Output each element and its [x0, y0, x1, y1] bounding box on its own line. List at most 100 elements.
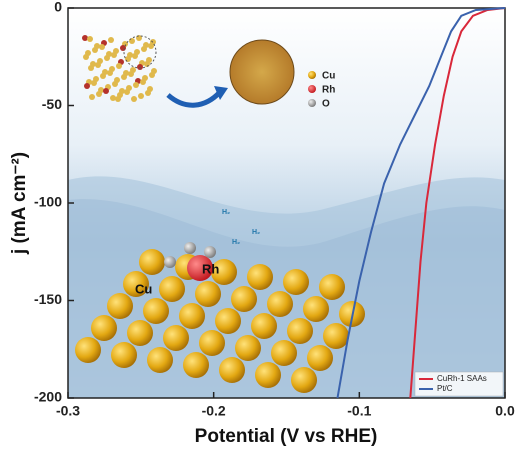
- cluster-atom: [107, 70, 113, 76]
- cluster-atom: [96, 91, 102, 97]
- cu-atom: [179, 303, 205, 329]
- cluster-atom: [138, 93, 144, 99]
- cluster-atom: [87, 36, 93, 42]
- cluster-atom: [83, 54, 89, 60]
- cu-atom: [287, 318, 313, 344]
- cluster-atom: [116, 63, 122, 69]
- cluster-atom: [129, 38, 135, 44]
- cu-atom: [75, 337, 101, 363]
- cluster-atom: [89, 94, 95, 100]
- cu-atom: [255, 362, 281, 388]
- cluster-atom: [137, 64, 143, 70]
- key-o: [308, 99, 316, 107]
- cu-atom: [271, 340, 297, 366]
- cu-atom: [183, 352, 209, 378]
- cluster-atom: [103, 88, 109, 94]
- cluster-atom: [95, 62, 101, 68]
- x-tick-label: 0.0: [495, 403, 515, 419]
- cu-atom: [195, 281, 221, 307]
- y-tick-label: -100: [34, 194, 62, 210]
- cu-atom: [127, 320, 153, 346]
- cu-atom: [211, 259, 237, 285]
- cluster-atom: [99, 44, 105, 50]
- cluster-atom: [124, 89, 130, 95]
- cu-atom: [283, 269, 309, 295]
- series-line: [409, 7, 506, 399]
- cu-atom: [163, 325, 189, 351]
- cluster-atom: [104, 55, 110, 61]
- x-tick-label: -0.2: [202, 403, 226, 419]
- cluster-atom: [88, 65, 94, 71]
- cluster-atom: [125, 56, 131, 62]
- o-atom: [204, 246, 216, 258]
- cu-atom: [319, 274, 345, 300]
- cluster-atom: [132, 53, 138, 59]
- rh-atom: [187, 255, 213, 281]
- annotation: H₂: [232, 239, 240, 246]
- cluster-atom: [100, 73, 106, 79]
- cluster-atom: [84, 83, 90, 89]
- annotation: Cu: [135, 281, 152, 296]
- cu-atom: [247, 264, 273, 290]
- y-tick-label: -200: [34, 389, 62, 405]
- cu-atom: [307, 345, 333, 371]
- annotation: Rh: [322, 85, 335, 96]
- o-atom: [184, 242, 196, 254]
- x-tick-label: -0.1: [347, 403, 371, 419]
- cu-atom: [159, 276, 185, 302]
- cu-atom: [147, 347, 173, 373]
- cluster-atom: [141, 46, 147, 52]
- cu-atom: [91, 315, 117, 341]
- legend-label: Pt/C: [437, 384, 453, 393]
- annotation: Cu: [322, 71, 335, 82]
- cluster-atom: [115, 96, 121, 102]
- nanoparticle: [229, 39, 295, 105]
- annotation: H₂: [222, 209, 230, 216]
- cluster-atom: [131, 96, 137, 102]
- cluster-atom: [111, 52, 117, 58]
- annotation: Rh: [202, 261, 219, 276]
- cu-atom: [291, 367, 317, 393]
- cu-atom: [139, 249, 165, 275]
- annotation: O: [322, 99, 330, 110]
- cluster-atom: [128, 71, 134, 77]
- cluster-atom: [110, 95, 116, 101]
- cluster-atom: [148, 43, 154, 49]
- key-cu: [308, 71, 316, 79]
- cluster-atom: [149, 72, 155, 78]
- cu-atom: [143, 298, 169, 324]
- y-tick-label: -150: [34, 291, 62, 307]
- cluster-atom: [108, 37, 114, 43]
- y-axis-title: j (mA cm⁻²): [9, 152, 30, 255]
- cu-atom: [231, 286, 257, 312]
- cluster-atom: [121, 74, 127, 80]
- cluster-atom: [92, 47, 98, 53]
- cluster-atom: [145, 90, 151, 96]
- o-atom: [164, 256, 176, 268]
- cu-atom: [111, 342, 137, 368]
- arrow-head: [214, 86, 228, 100]
- cluster-atom: [82, 35, 88, 41]
- x-tick-label: -0.3: [56, 403, 80, 419]
- cluster-atom: [112, 81, 118, 87]
- cu-atom: [235, 335, 261, 361]
- cluster-atom: [133, 82, 139, 88]
- cu-atom: [323, 323, 349, 349]
- illustration: Cu Rh O Cu Rh H₂ H₂ H₂: [75, 35, 365, 393]
- cu-atom: [219, 357, 245, 383]
- x-axis-title: Potential (V vs RHE): [195, 426, 378, 447]
- legend-label: CuRh-1 SAAs: [437, 374, 487, 383]
- cu-atom: [303, 296, 329, 322]
- cu-atom: [251, 313, 277, 339]
- y-tick-label: -50: [42, 96, 62, 112]
- cu-atom: [123, 271, 149, 297]
- cu-atom: [215, 308, 241, 334]
- arrow: [166, 90, 222, 108]
- cu-atom: [267, 291, 293, 317]
- key-rh: [308, 85, 316, 93]
- zoom-circle: [123, 35, 157, 69]
- cu-atom: [199, 330, 225, 356]
- legend-box: [414, 371, 504, 397]
- cluster-atom: [140, 79, 146, 85]
